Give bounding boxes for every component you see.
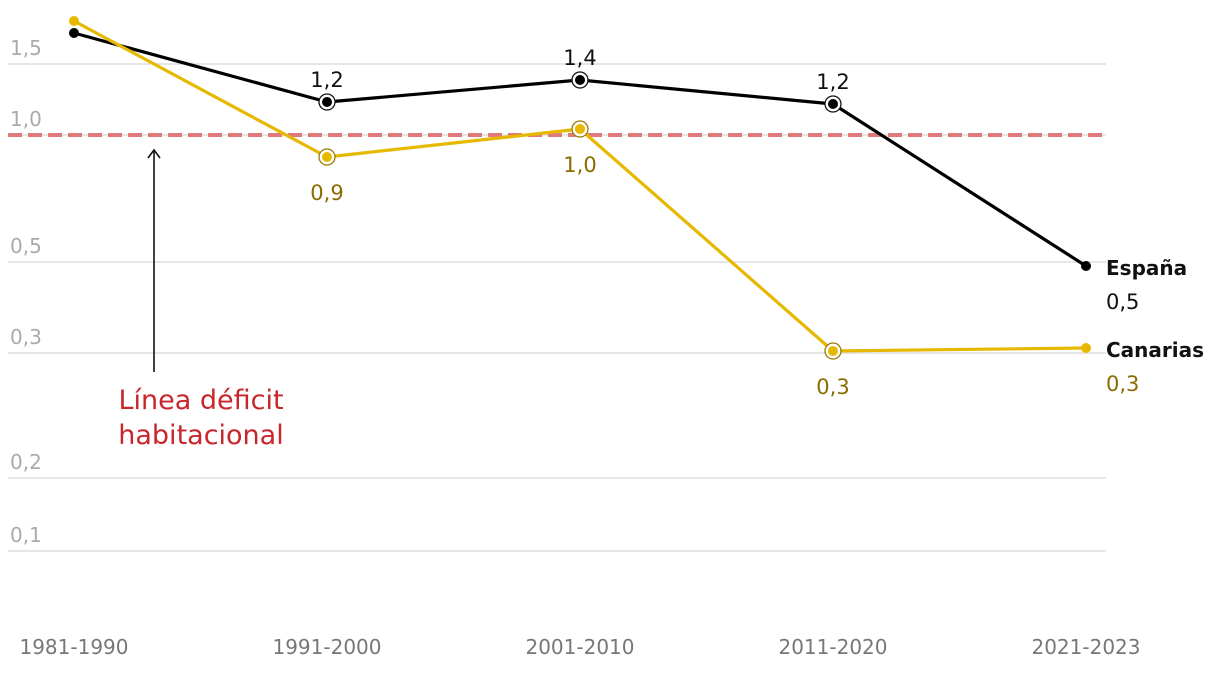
series-layer <box>69 16 1091 360</box>
reference-arrowhead <box>147 148 161 159</box>
x-tick-label: 2021-2023 <box>1031 635 1140 659</box>
label-layer: 1,2 1,4 1,2 España 0,5 0,9 1,0 0,3 Canarias 0,3 <box>310 46 1204 399</box>
grid-layer <box>8 63 1106 552</box>
x-tick-label: 2011-2020 <box>778 635 887 659</box>
series-end-value: 0,3 <box>1106 372 1139 396</box>
series-line-canarias <box>72 19 1088 353</box>
data-point <box>1081 261 1091 271</box>
data-point <box>69 28 79 38</box>
series-name-label: Canarias <box>1106 338 1204 362</box>
y-tick-label: 0,3 <box>10 325 42 349</box>
x-tick-label: 2001-2010 <box>525 635 634 659</box>
data-point <box>322 97 332 107</box>
data-point <box>828 346 838 356</box>
y-tick-label: 0,1 <box>10 523 42 547</box>
reference-label: habitacional <box>118 420 283 451</box>
data-label: 0,3 <box>816 375 849 399</box>
data-point <box>828 99 838 109</box>
y-tick-label: 1,0 <box>10 107 42 131</box>
data-label: 1,2 <box>816 70 849 94</box>
y-tick-label: 0,2 <box>10 450 42 474</box>
data-label: 1,0 <box>563 153 596 177</box>
x-tick-label: 1981-1990 <box>19 635 128 659</box>
axis-layer: 1,5 1,0 0,5 0,3 0,2 0,1 1981-1990 1991-2000 2001… <box>10 36 1141 659</box>
data-point <box>69 16 79 26</box>
data-point <box>575 124 585 134</box>
data-point <box>322 152 332 162</box>
data-label: 0,9 <box>310 181 343 205</box>
reference-line-layer: Línea déficit habitacional <box>8 133 1106 451</box>
series-name-label: España <box>1106 256 1187 280</box>
data-point <box>575 75 585 85</box>
y-tick-label: 1,5 <box>10 36 42 60</box>
x-tick-label: 1991-2000 <box>272 635 381 659</box>
data-label: 1,4 <box>563 46 596 70</box>
data-point <box>1081 343 1091 353</box>
y-tick-label: 0,5 <box>10 234 42 258</box>
reference-label: Línea déficit <box>118 385 283 416</box>
series-end-value: 0,5 <box>1106 290 1139 314</box>
data-label: 1,2 <box>310 68 343 92</box>
